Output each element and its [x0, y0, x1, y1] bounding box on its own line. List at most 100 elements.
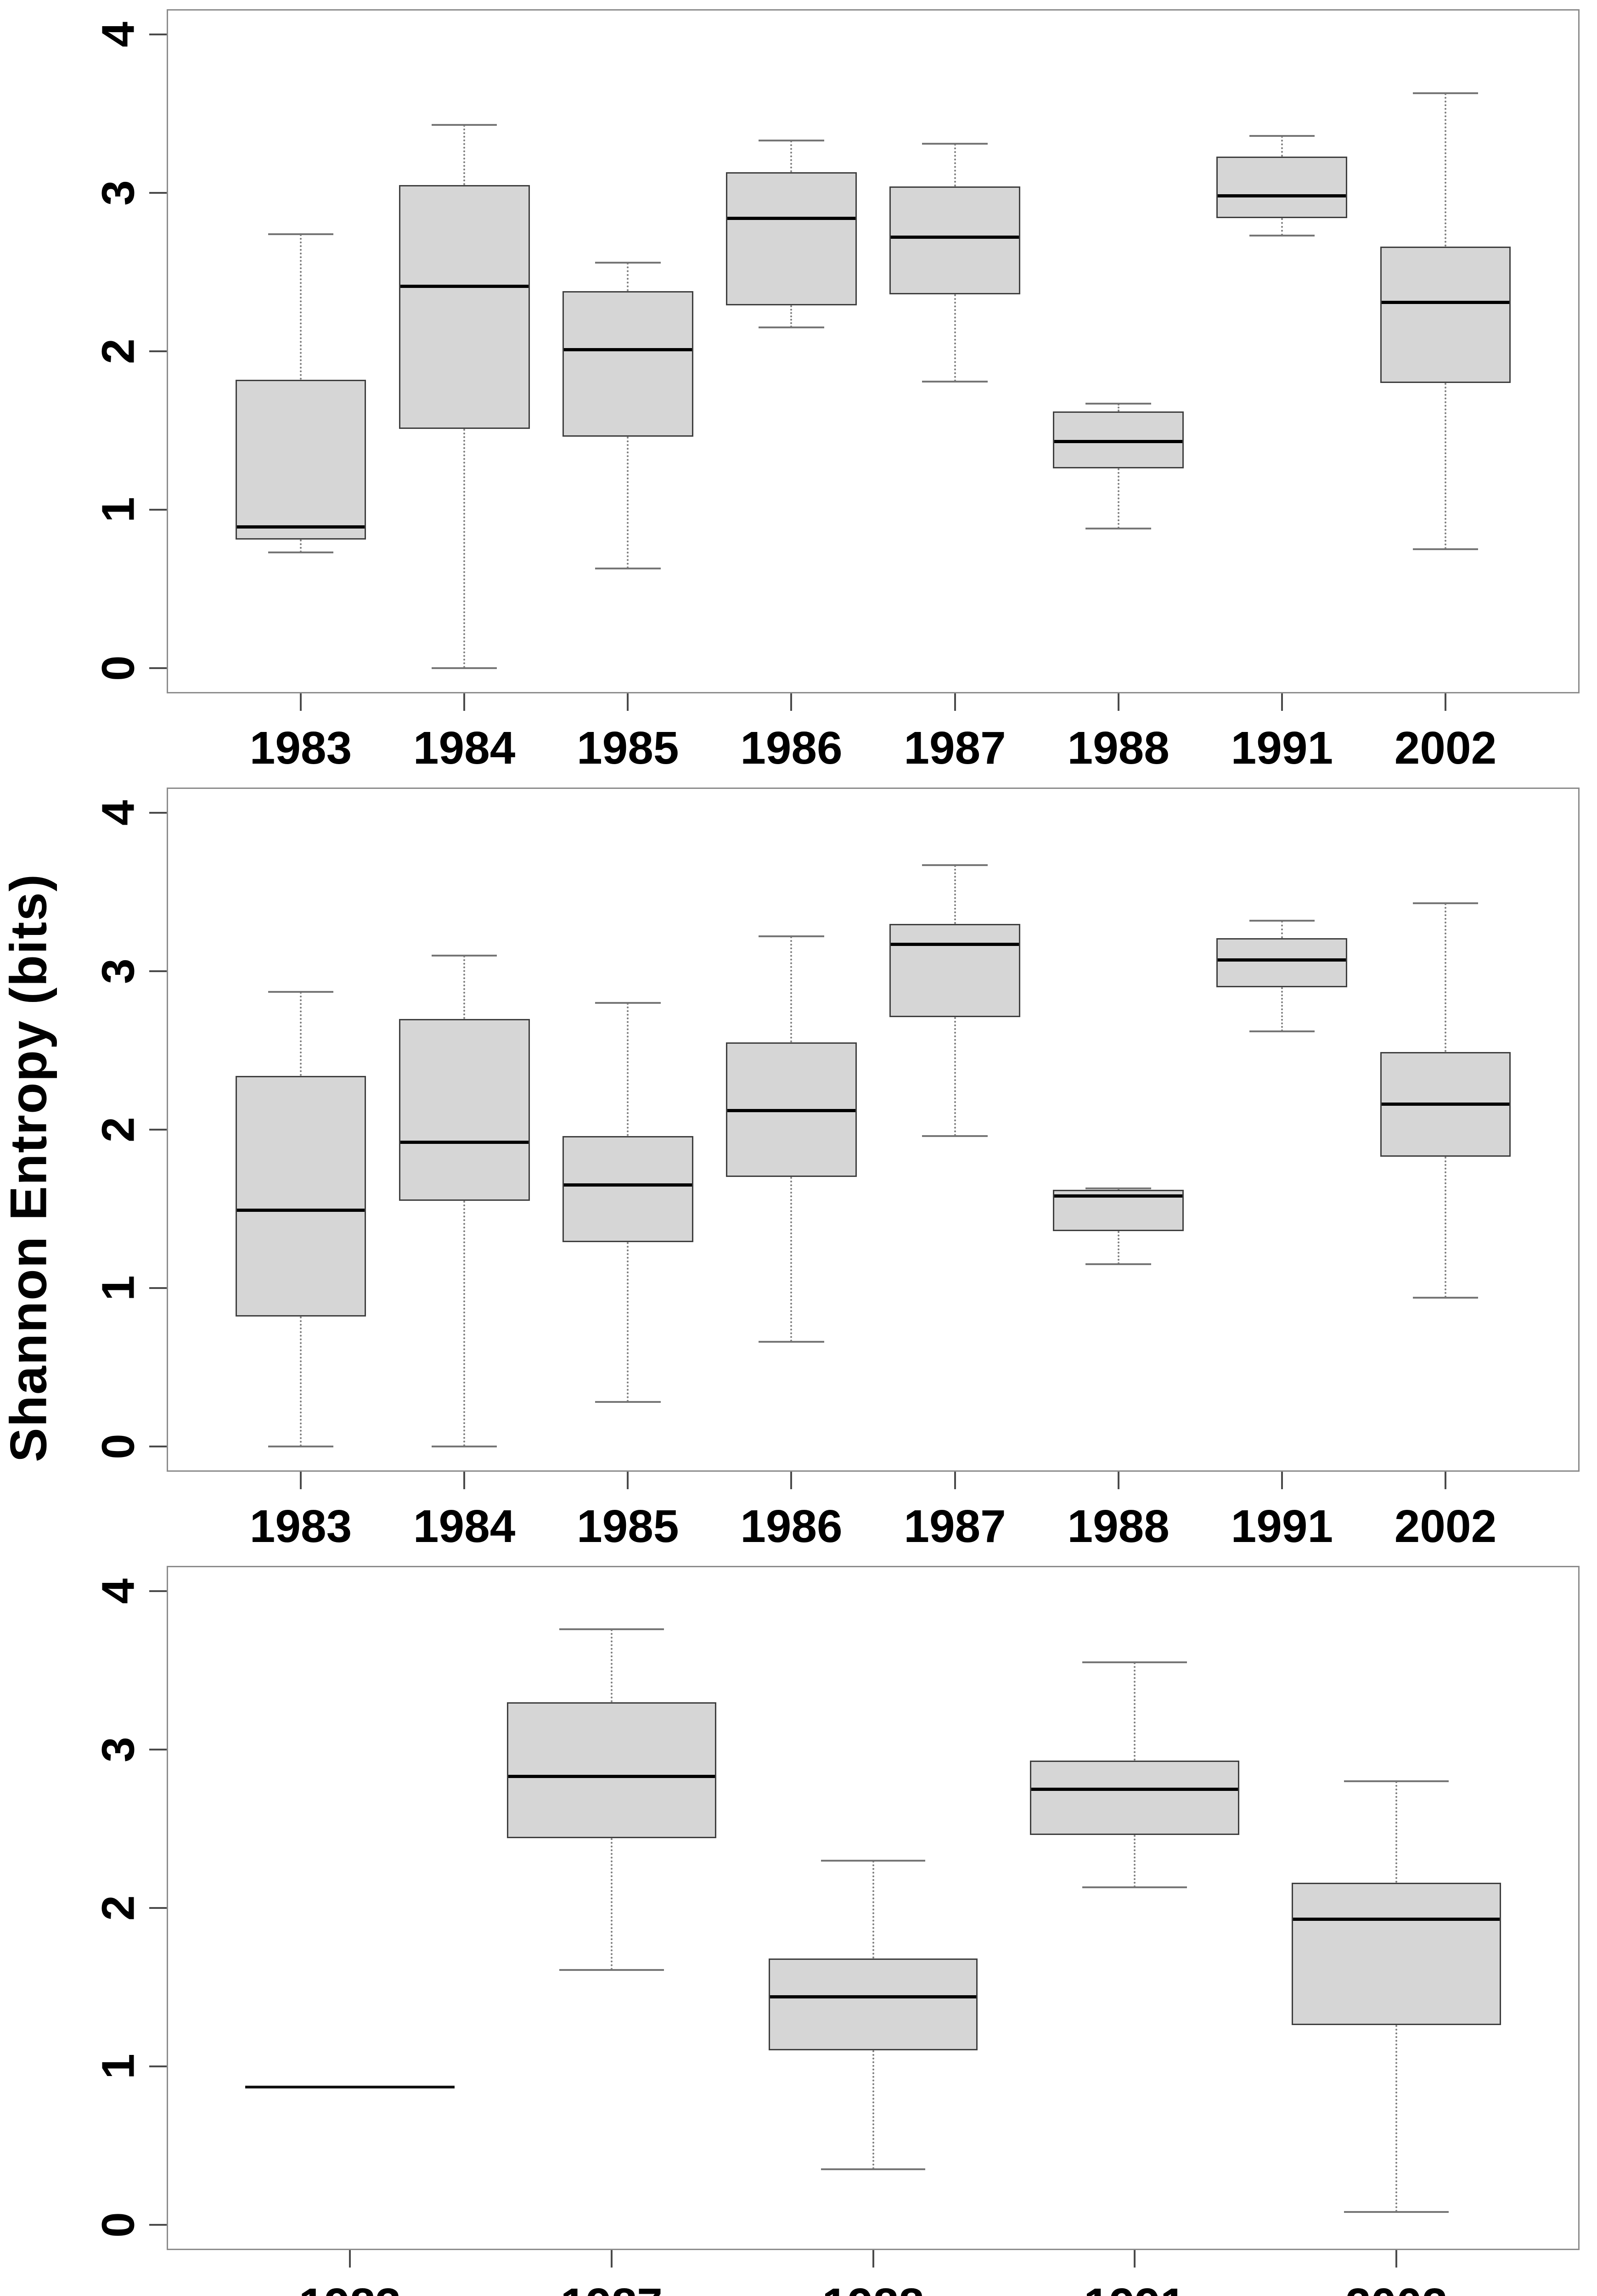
upper-whisker-cap	[595, 1002, 661, 1004]
lower-whisker	[1117, 468, 1119, 529]
median-line	[1293, 1917, 1500, 1921]
lower-whisker-cap	[922, 1135, 988, 1137]
y-tick-label: 3	[92, 958, 144, 984]
boxplot-box	[506, 1702, 716, 1839]
lower-whisker-cap	[922, 380, 988, 383]
x-tick	[872, 2250, 874, 2268]
x-tick	[954, 693, 956, 711]
x-tick-label: 1984	[413, 1501, 516, 1552]
lower-whisker-cap	[1412, 1296, 1479, 1299]
lower-whisker-cap	[1412, 548, 1479, 551]
x-tick-label: 1988	[1067, 1501, 1170, 1552]
y-tick-label: 2	[92, 1895, 144, 1921]
lower-whisker-cap	[559, 1969, 664, 1971]
boxplot-box	[562, 291, 693, 437]
median-line	[891, 236, 1019, 239]
y-tick	[149, 350, 167, 352]
x-tick-label: 1987	[904, 1501, 1006, 1552]
lower-whisker	[463, 1201, 466, 1446]
boxplot-box	[235, 1075, 366, 1317]
boxplot-box	[1216, 156, 1348, 219]
x-tick-label: 1986	[740, 1501, 843, 1552]
x-tick-label: 2002	[1394, 1501, 1497, 1552]
lower-whisker	[463, 429, 466, 668]
x-tick-label: 1983	[249, 722, 352, 774]
y-tick-label: 3	[92, 180, 144, 206]
upper-whisker-cap	[759, 935, 824, 938]
lower-whisker	[1395, 2025, 1398, 2212]
x-tick	[1281, 693, 1283, 711]
median-line	[1054, 440, 1183, 444]
lower-whisker-cap	[268, 1445, 334, 1447]
upper-whisker-cap	[431, 124, 497, 126]
upper-whisker	[1134, 1662, 1136, 1761]
median-line	[891, 942, 1019, 946]
boxplot-box	[889, 923, 1021, 1018]
upper-whisker-cap	[1085, 1187, 1151, 1189]
x-tick-label: 1984	[413, 722, 516, 774]
x-tick-label: 1988	[1067, 722, 1170, 774]
x-tick	[1117, 693, 1119, 711]
y-tick	[149, 508, 167, 511]
y-tick	[149, 34, 167, 36]
boxplot-box	[725, 172, 857, 305]
x-tick	[463, 693, 466, 711]
y-tick	[149, 812, 167, 814]
x-tick	[1444, 1472, 1446, 1489]
boxplot-box	[1030, 1761, 1240, 1835]
lower-whisker	[790, 305, 793, 328]
lower-whisker	[627, 437, 629, 568]
upper-whisker-cap	[268, 233, 334, 235]
upper-whisker	[1117, 403, 1119, 412]
x-tick-label: 1991	[1231, 722, 1333, 774]
y-tick-label: 1	[92, 2054, 144, 2079]
lower-whisker-cap	[759, 326, 824, 329]
upper-whisker-cap	[595, 261, 661, 264]
y-tick-label: 0	[92, 655, 144, 681]
lower-whisker	[1281, 218, 1283, 236]
lower-whisker-cap	[821, 2168, 926, 2171]
upper-whisker	[1281, 135, 1283, 157]
median-line	[1054, 1194, 1183, 1198]
upper-whisker	[1395, 1781, 1398, 1883]
x-tick-label: 1983	[249, 1501, 352, 1552]
y-tick	[149, 1590, 167, 1593]
boxplot-box	[562, 1136, 693, 1242]
x-tick	[790, 693, 793, 711]
lower-whisker	[1134, 1835, 1136, 1888]
x-tick	[790, 1472, 793, 1489]
median-line	[236, 1209, 365, 1212]
y-tick	[149, 1907, 167, 1909]
upper-whisker-cap	[759, 140, 824, 142]
upper-whisker	[300, 234, 302, 380]
median-line	[1218, 194, 1346, 198]
lower-whisker	[1444, 383, 1446, 550]
upper-whisker-cap	[1249, 135, 1315, 137]
upper-whisker	[1444, 93, 1446, 247]
boxplot-box	[1216, 938, 1348, 987]
boxplot-box	[235, 380, 366, 540]
boxplot-box	[768, 1958, 978, 2051]
upper-whisker	[463, 955, 466, 1019]
x-tick-label: 1987	[904, 722, 1006, 774]
lower-whisker	[954, 1017, 956, 1136]
x-tick-label: 2002	[1345, 2279, 1447, 2296]
lower-whisker	[300, 1316, 302, 1446]
upper-whisker	[300, 991, 302, 1076]
x-tick-label: 1988	[822, 2279, 924, 2296]
x-tick	[349, 2250, 351, 2268]
lower-whisker	[300, 540, 302, 553]
boxplot-box	[1292, 1882, 1501, 2026]
median-line	[727, 216, 855, 220]
lower-whisker-cap	[759, 1341, 824, 1343]
upper-whisker-cap	[821, 1859, 926, 1862]
y-tick-label: 3	[92, 1737, 144, 1762]
lower-whisker	[1281, 987, 1283, 1032]
y-tick	[149, 2065, 167, 2067]
y-tick	[149, 667, 167, 669]
median-line	[236, 525, 365, 529]
x-tick-label: 1987	[560, 2279, 662, 2296]
y-tick-label: 0	[92, 1434, 144, 1459]
upper-whisker-cap	[268, 990, 334, 993]
